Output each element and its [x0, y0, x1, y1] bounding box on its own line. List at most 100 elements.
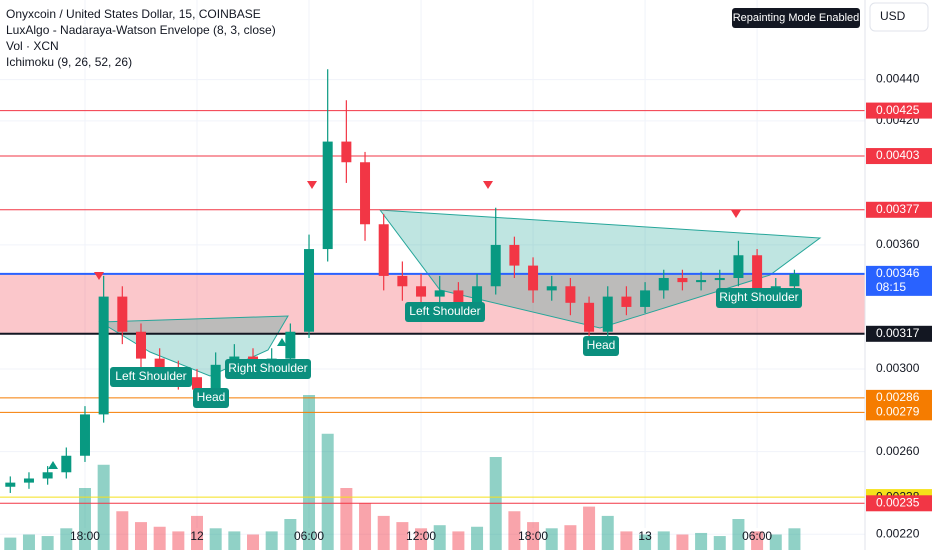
candle-body — [789, 273, 800, 287]
pattern-label: Head — [587, 338, 616, 352]
volume-bar — [564, 525, 577, 550]
level-label: 0.00346 — [876, 266, 920, 280]
candle-body — [584, 302, 595, 332]
currency-label: USD — [880, 9, 906, 23]
level-label: 0.00425 — [876, 103, 920, 117]
volume-bar — [284, 519, 297, 550]
candle-body — [490, 244, 501, 287]
candle-body — [658, 277, 669, 291]
x-tick-label: 12 — [190, 529, 204, 543]
mode-badge — [732, 8, 860, 28]
candle-body — [378, 224, 389, 276]
candle-body — [472, 286, 483, 303]
signal-marker — [483, 181, 493, 189]
candle-body — [453, 290, 464, 303]
signal-marker — [731, 210, 741, 218]
pattern-label: Right Shoulder — [228, 361, 307, 375]
pattern-label: Head — [197, 390, 226, 404]
x-tick-label: 06:00 — [294, 529, 324, 543]
volume-bar — [676, 534, 689, 550]
candle-body — [416, 286, 427, 297]
pattern-area — [378, 209, 822, 329]
pattern-label: Left Shoulder — [115, 369, 186, 383]
volume-bar — [433, 525, 446, 550]
level-label: 0.00279 — [876, 405, 920, 419]
candle-body — [621, 296, 632, 307]
countdown: 08:15 — [876, 280, 906, 294]
signal-marker — [48, 461, 58, 469]
level-badge — [866, 201, 932, 218]
volume-bar — [415, 528, 428, 550]
candle-body — [192, 377, 202, 390]
volume-bar — [116, 511, 129, 550]
volume-bar — [377, 515, 390, 550]
label-box — [225, 359, 311, 379]
volume-bar — [359, 503, 372, 550]
volume-bar — [228, 531, 241, 550]
volume-bar — [639, 534, 652, 550]
volume-bar — [60, 528, 73, 550]
volume-bar — [265, 531, 278, 550]
volume-bar — [657, 531, 670, 550]
candle-body — [696, 280, 707, 283]
volume-bar — [508, 511, 521, 550]
levels — [0, 110, 865, 504]
currency-button[interactable] — [869, 2, 929, 32]
level-badge — [866, 389, 932, 406]
indicator-label: Vol · XCN — [6, 39, 59, 53]
candle-body — [210, 364, 221, 390]
label-box — [716, 288, 802, 308]
signal-marker — [277, 338, 287, 346]
candle-body — [135, 331, 146, 359]
candle-body — [434, 290, 445, 297]
x-tick-label: 13 — [638, 529, 652, 543]
candle-body — [322, 141, 333, 250]
label-box — [583, 336, 619, 356]
level-badge — [866, 404, 932, 421]
indicator-label: Ichimoku (9, 26, 52, 26) — [6, 55, 132, 69]
volume-bar — [321, 433, 334, 550]
volume-bar — [209, 528, 222, 550]
y-tick-label: 0.00220 — [876, 526, 920, 540]
volume-bar — [545, 528, 558, 550]
volume-bar — [22, 534, 35, 550]
y-tick-label: 0.00360 — [876, 237, 920, 251]
volume-bar — [769, 534, 782, 550]
volume-bar — [527, 522, 540, 550]
volume-bar — [134, 522, 147, 550]
volume-bar — [471, 526, 484, 550]
candle-body — [23, 478, 34, 483]
candle-body — [640, 290, 651, 307]
candle-body — [79, 414, 90, 456]
candle-body — [285, 331, 296, 359]
volume-bar — [396, 522, 409, 550]
level-label: 0.00403 — [876, 148, 920, 162]
volume-bar — [695, 532, 708, 550]
volume-bar — [97, 464, 110, 550]
volume-bar — [732, 519, 745, 550]
volume-bar — [153, 526, 166, 550]
x-tick-label: 12:00 — [406, 529, 436, 543]
candle-body — [752, 255, 763, 297]
candle-body — [154, 358, 165, 369]
signal-marker — [94, 272, 104, 280]
volume-bar — [452, 531, 465, 550]
level-label: 0.00377 — [876, 202, 920, 216]
volume-bar — [191, 515, 203, 550]
mode-badge-text: Repainting Mode Enabled — [733, 12, 860, 24]
label-box — [193, 388, 229, 408]
axis-labels: 0.002200.002600.003000.003600.004200.004… — [866, 72, 932, 540]
y-tick-label: 0.00440 — [876, 72, 920, 86]
candle-body — [341, 141, 352, 163]
candle-body — [360, 162, 371, 225]
candle-body — [397, 275, 408, 287]
volume-bar — [601, 515, 614, 550]
pattern-label: Right Shoulder — [719, 290, 798, 304]
volume-bar — [713, 536, 726, 550]
y-tick-label: 0.00260 — [876, 444, 920, 458]
pattern-label: Left Shoulder — [409, 304, 480, 318]
x-tick-label: 06:00 — [742, 529, 772, 543]
level-label: 0.00286 — [876, 390, 920, 404]
candle-body — [42, 472, 53, 479]
